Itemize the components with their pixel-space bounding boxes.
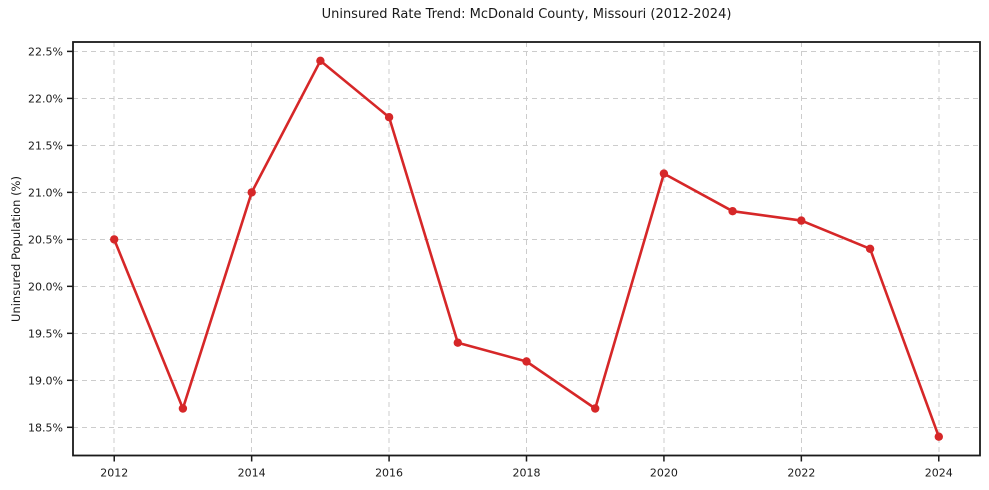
data-point-marker — [591, 404, 600, 413]
data-point-marker — [384, 113, 394, 122]
data-point-marker — [728, 207, 737, 216]
y-tick-label: 22.0% — [28, 92, 63, 105]
data-point-marker — [453, 338, 462, 347]
y-tick-label: 19.0% — [28, 374, 63, 387]
x-tick-label: 2016 — [375, 467, 403, 480]
x-tick-label: 2020 — [650, 467, 678, 480]
data-point-marker — [659, 169, 669, 178]
x-tick-label: 2024 — [925, 467, 953, 480]
chart-title: Uninsured Rate Trend: McDonald County, M… — [321, 7, 732, 22]
y-tick-label: 20.5% — [28, 233, 63, 246]
y-tick-label: 21.0% — [28, 186, 63, 199]
y-tick-label: 18.5% — [28, 421, 63, 434]
y-tick-label: 20.0% — [28, 280, 63, 293]
data-point-marker — [522, 357, 531, 366]
data-point-marker — [934, 432, 943, 441]
data-point-marker — [110, 235, 119, 244]
data-point-marker — [247, 188, 256, 197]
data-point-marker — [797, 216, 806, 225]
x-tick-label: 2018 — [513, 467, 541, 480]
data-point-marker — [865, 244, 875, 253]
y-tick-label: 21.5% — [28, 139, 63, 152]
x-tick-label: 2022 — [787, 467, 815, 480]
x-tick-label: 2012 — [100, 467, 128, 480]
data-point-marker — [316, 56, 325, 65]
x-tick-label: 2014 — [238, 467, 266, 480]
data-point-marker — [178, 404, 188, 413]
y-tick-label: 22.5% — [28, 45, 63, 58]
y-tick-label: 19.5% — [28, 327, 63, 340]
